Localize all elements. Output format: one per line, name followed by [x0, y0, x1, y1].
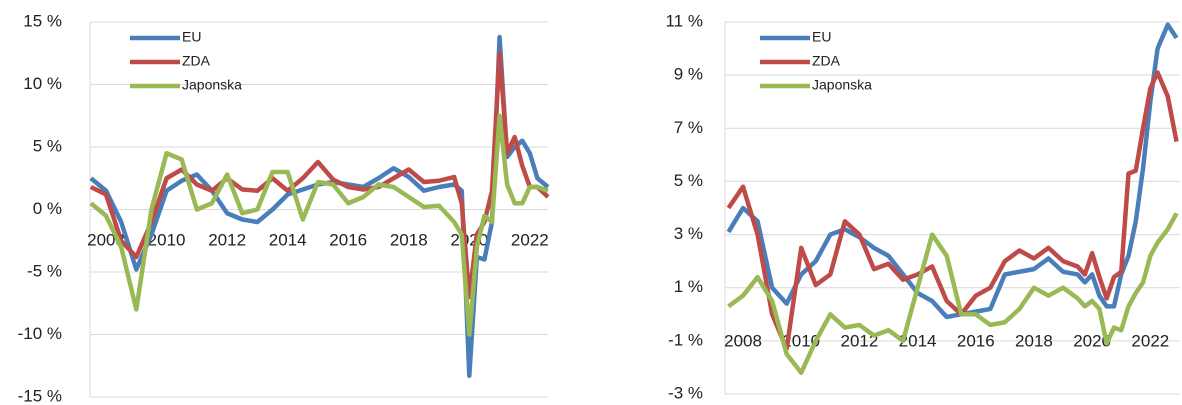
line-series	[89, 34, 550, 378]
x-tick-label: 2012	[840, 331, 878, 350]
legend-label: ZDA	[182, 53, 211, 69]
x-tick-label: 2020	[450, 230, 488, 249]
line-series	[726, 70, 1179, 352]
line-series	[89, 113, 549, 337]
x-tick-label: 2012	[208, 230, 246, 249]
x-tick-label: 2008	[724, 331, 762, 350]
x-tick-label: 2016	[957, 331, 995, 350]
y-tick-label: -15 %	[18, 386, 62, 405]
line-series	[726, 22, 1179, 320]
y-tick-label: 7 %	[674, 118, 703, 137]
y-tick-label: -10 %	[18, 324, 62, 343]
y-tick-label: -3 %	[668, 383, 703, 402]
x-tick-label: 2022	[1131, 331, 1169, 350]
x-tick-label: 2020	[1073, 331, 1111, 350]
y-tick-label: 3 %	[674, 224, 703, 243]
y-tick-label: 0 %	[33, 199, 62, 218]
y-tick-label: 11 %	[666, 11, 704, 30]
y-tick-label: 5 %	[674, 171, 703, 190]
y-tick-label: -1 %	[668, 330, 703, 349]
x-tick-label: 2018	[1015, 331, 1053, 350]
x-tick-label: 2014	[269, 230, 307, 249]
y-tick-label: -5 %	[27, 261, 62, 280]
x-tick-label: 2018	[390, 230, 428, 249]
y-tick-label: 15 %	[23, 11, 62, 30]
legend-label: ZDA	[812, 53, 841, 69]
line-series	[89, 51, 550, 300]
legend-label: EU	[812, 29, 831, 45]
line-series	[727, 212, 1179, 375]
x-tick-label: 2010	[782, 331, 820, 350]
x-tick-label: 2014	[899, 331, 937, 350]
legend-label: EU	[182, 29, 201, 45]
x-tick-label: 2010	[148, 230, 186, 249]
legend-label: Japonska	[812, 77, 872, 93]
y-tick-label: 1 %	[674, 277, 703, 296]
y-tick-label: 5 %	[33, 136, 62, 155]
legend-label: Japonska	[182, 77, 242, 93]
y-tick-label: 9 %	[674, 65, 703, 84]
y-tick-label: 10 %	[23, 74, 62, 93]
x-tick-label: 2016	[329, 230, 367, 249]
x-tick-label: 2022	[511, 230, 549, 249]
